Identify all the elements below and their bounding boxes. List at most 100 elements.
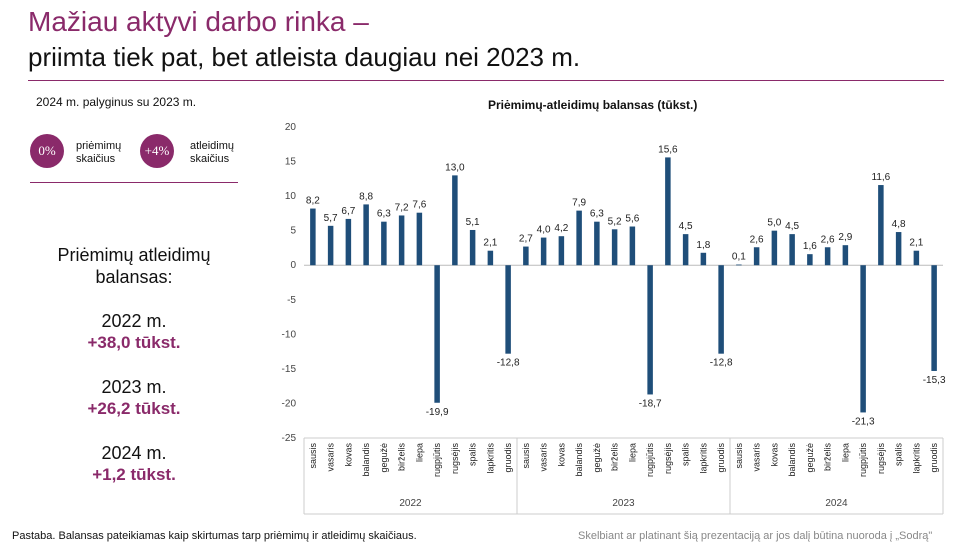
bar (523, 246, 529, 266)
y-tick-label: -10 (282, 329, 297, 340)
month-label: gruodis (929, 443, 939, 473)
month-label: spalis (681, 443, 691, 467)
month-label: birželis (397, 443, 407, 472)
fires-change-badge: +4% (140, 134, 174, 168)
hires-change-label: priėmimų skaičius (76, 140, 121, 166)
year-label: 2022 (399, 498, 422, 509)
balance-value-2024: +1,2 tūkst. (92, 465, 176, 484)
bar (310, 208, 316, 266)
bar (736, 264, 742, 266)
bar (416, 212, 423, 266)
bar (363, 204, 369, 266)
data-label: 5,6 (625, 214, 639, 225)
bar (576, 210, 582, 266)
balance-heading-line1: Priėmimų atleidimų (57, 245, 211, 265)
year-label: 2023 (612, 498, 635, 509)
data-label: 1,8 (696, 240, 710, 251)
bar (505, 265, 511, 354)
data-label: 0,1 (732, 252, 746, 263)
month-label: vasaris (752, 443, 762, 472)
month-label: sausis (308, 443, 318, 469)
month-label: rugsėjis (876, 443, 886, 475)
bar (860, 265, 866, 413)
footnote: Pastaba. Balansas pateikiamas kaip skirt… (12, 530, 417, 542)
data-label: 4,0 (537, 225, 551, 236)
y-tick-label: 5 (290, 226, 296, 237)
comparison-divider (30, 182, 238, 183)
data-label: 6,3 (590, 209, 604, 220)
data-label: 11,6 (872, 172, 891, 183)
data-label: 1,6 (803, 241, 817, 252)
month-label: gegužė (592, 443, 602, 473)
month-label: liepa (414, 443, 424, 462)
data-label: 2,6 (821, 234, 835, 245)
bar (682, 234, 689, 266)
month-label: lapkritis (485, 443, 495, 474)
bar (842, 245, 849, 266)
month-label: vasaris (326, 443, 336, 472)
y-tick-label: 10 (285, 191, 297, 202)
month-label: vasaris (539, 443, 549, 472)
hires-change-badge: 0% (30, 134, 64, 168)
balance-year-2024: 2024 m. (101, 443, 167, 463)
data-label: 2,6 (750, 234, 764, 245)
bar (700, 252, 707, 266)
bar (878, 185, 884, 266)
month-label: birželis (610, 443, 620, 472)
balance-value-2022: +38,0 tūkst. (87, 333, 181, 352)
month-label: kovas (556, 443, 566, 467)
fires-label-line1: atleidimų (190, 140, 235, 152)
bar (434, 265, 440, 403)
data-label: 5,2 (608, 216, 622, 227)
month-label: spalis (468, 443, 478, 467)
bar (594, 221, 600, 266)
hires-label-line1: priėmimų (76, 140, 122, 152)
data-label: 13,0 (445, 162, 465, 173)
bar (931, 265, 937, 371)
data-label: 2,9 (838, 232, 852, 243)
data-label: 4,2 (554, 223, 568, 234)
month-label: liepa (627, 443, 637, 462)
bar (789, 234, 795, 266)
data-label: 7,6 (412, 200, 426, 211)
data-label: 2,7 (519, 234, 533, 245)
bar (558, 236, 565, 266)
month-label: rugpjūtis (858, 443, 868, 478)
bar (913, 250, 920, 266)
data-label: 4,8 (892, 219, 906, 230)
bar (718, 265, 724, 354)
data-label: 4,5 (785, 221, 799, 232)
month-label: gruodis (503, 443, 513, 473)
y-tick-label: 15 (285, 157, 297, 168)
balance-heading: Priėmimų atleidimų balansas: (30, 244, 238, 288)
bar (398, 215, 405, 266)
data-label: -21,3 (852, 416, 875, 427)
month-label: kovas (769, 443, 779, 467)
data-label: 5,7 (324, 213, 338, 224)
balance-year-2023: 2023 m. (101, 377, 167, 397)
page-title-line1: Mažiau aktyvi darbo rinka – (28, 6, 369, 37)
month-label: lapkritis (698, 443, 708, 474)
data-label: 5,0 (767, 218, 781, 229)
month-label: lapkritis (911, 443, 921, 474)
month-label: balandis (361, 443, 371, 477)
bar (629, 226, 636, 266)
bar (665, 157, 671, 266)
data-label: 8,8 (359, 191, 373, 202)
balance-year-2022: 2022 m. (101, 311, 167, 331)
bar (753, 247, 760, 266)
month-label: birželis (823, 443, 833, 472)
bar (452, 175, 458, 266)
data-label: 5,1 (466, 217, 480, 228)
chart-title: Priėmimų-atleidimų balansas (tūkst.) (488, 98, 698, 112)
balance-heading-line2: balansas: (95, 267, 173, 287)
data-label: 6,7 (341, 206, 355, 217)
comparison-caption: 2024 m. palyginus su 2023 m. (36, 95, 197, 109)
bar (381, 221, 387, 266)
data-label: 6,3 (377, 209, 391, 220)
month-label: rugsėjis (663, 443, 673, 475)
title-divider (28, 80, 944, 81)
data-label: 15,6 (658, 144, 678, 155)
bar (611, 229, 618, 266)
